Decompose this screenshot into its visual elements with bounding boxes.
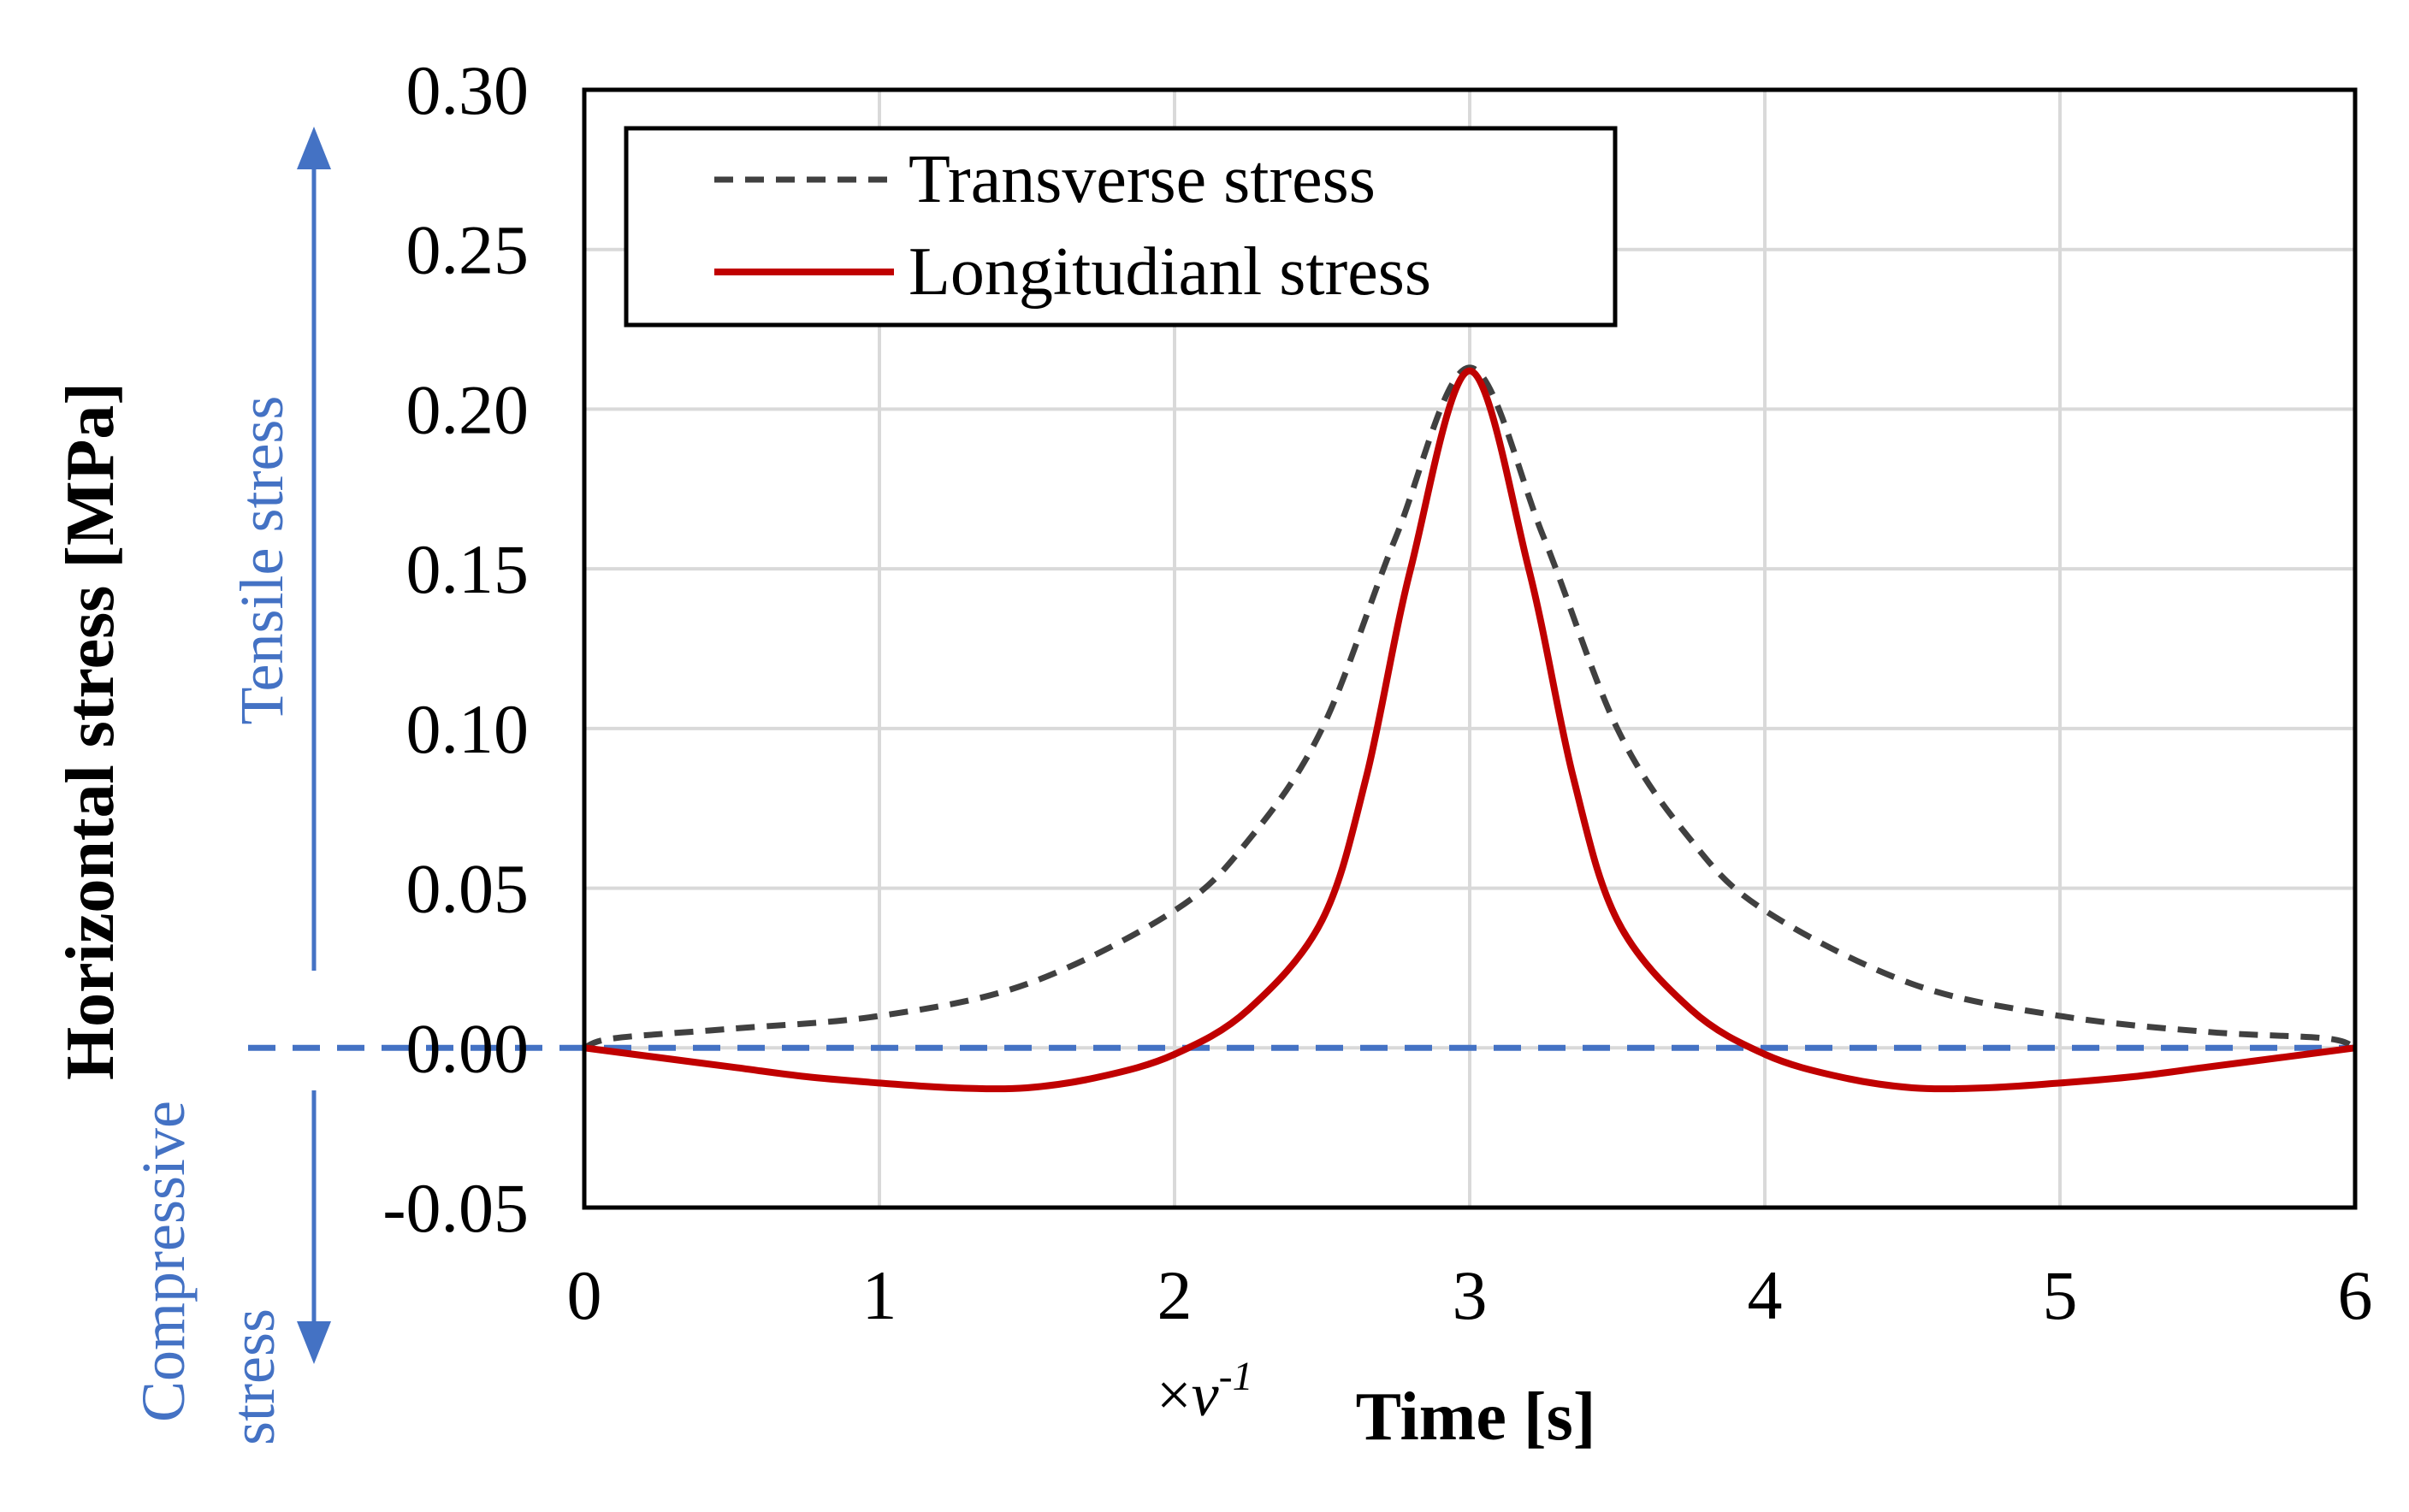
y-axis-tick-labels: -0.05 0.00 0.05 0.10 0.15 0.20 0.25 0.30 <box>382 51 529 1247</box>
plot-area-frame <box>582 87 2358 1210</box>
tensile-annotation: Tensile stress <box>228 127 331 971</box>
y-tick-label: 0.15 <box>406 530 530 608</box>
x-axis-title: Time [s] <box>1356 1379 1596 1455</box>
y-tick-label: 0.10 <box>406 690 530 768</box>
y-tick-label: -0.05 <box>382 1169 529 1247</box>
compressive-arrow-head <box>297 1321 331 1364</box>
x-tick-label: 0 <box>567 1256 602 1334</box>
legend-box <box>624 126 1618 328</box>
x-tick-label: 6 <box>2338 1256 2373 1334</box>
longitudinal-stress-line <box>583 367 2356 1093</box>
legend-label-longitudinal: Longitudianl stress <box>909 234 1431 310</box>
x-tick-label: 1 <box>862 1256 897 1334</box>
compressive-annotation: Compressive stress <box>129 1090 331 1445</box>
compressive-label-line1: Compressive <box>129 1101 198 1422</box>
x-axis-multiplier: ×v-1 <box>1157 1354 1253 1429</box>
legend-label-transverse: Transverse stress <box>909 142 1376 217</box>
y-tick-label: 0.20 <box>406 370 530 448</box>
x-tick-label: 3 <box>1453 1256 1488 1334</box>
x-tick-label: 4 <box>1748 1256 1783 1334</box>
y-tick-label: 0.30 <box>406 51 530 129</box>
y-tick-label: 0.25 <box>406 211 530 289</box>
tensile-arrow-head <box>297 127 331 169</box>
x-tick-label: 5 <box>2043 1256 2078 1334</box>
y-axis-title: Horizontal stress [MPa] <box>53 382 128 1080</box>
tensile-stress-label: Tensile stress <box>228 396 296 725</box>
legend: Transverse stress Longitudianl stress <box>624 126 1618 328</box>
x-axis-tick-labels: 0 1 2 3 4 5 6 <box>567 1256 2373 1334</box>
x-tick-label: 2 <box>1157 1256 1193 1334</box>
compressive-label-line2: stress <box>219 1308 287 1445</box>
y-tick-label: 0.05 <box>406 850 530 928</box>
y-tick-label: 0.00 <box>406 1009 530 1087</box>
